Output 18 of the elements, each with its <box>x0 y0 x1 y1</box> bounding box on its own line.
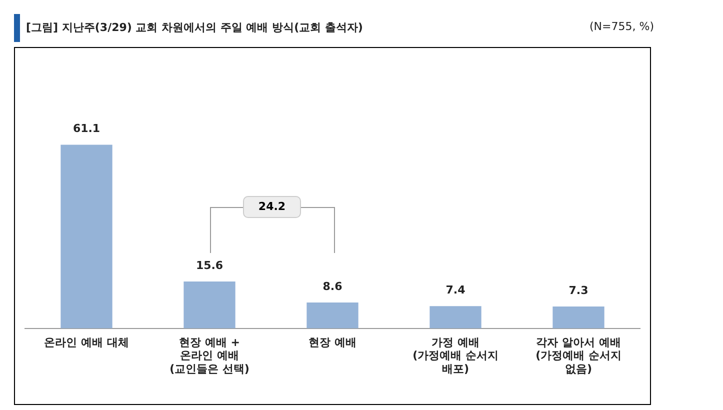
x-tick-label: 현장 예배 + 온라인 예배 (교인들은 선택) <box>170 336 250 376</box>
data-label: 7.4 <box>446 284 466 297</box>
x-tick-label: 현장 예배 <box>308 336 356 349</box>
chart-subtitle: (N=755, %) <box>590 20 654 33</box>
annotation: 24.2 <box>243 196 301 218</box>
x-tick-label: 온라인 예배 대체 <box>44 336 129 349</box>
data-label: 7.3 <box>568 284 588 297</box>
chart-title: [그림] 지난주(3/29) 교회 차원에서의 주일 예배 방식(교회 출석자) <box>26 20 363 35</box>
bar <box>552 306 604 328</box>
data-label: 61.1 <box>72 122 100 136</box>
x-tick-label: 각자 알아서 예배 (가정예배 순서지 없음) <box>536 336 622 376</box>
data-label: 8.6 <box>322 280 343 293</box>
data-label: 15.6 <box>196 258 224 272</box>
bar <box>306 302 358 328</box>
bar <box>430 306 482 328</box>
bar <box>184 282 236 328</box>
bar <box>60 144 112 328</box>
x-tick-label: 가정 예배 (가정예배 순서지 배포) <box>412 336 498 376</box>
